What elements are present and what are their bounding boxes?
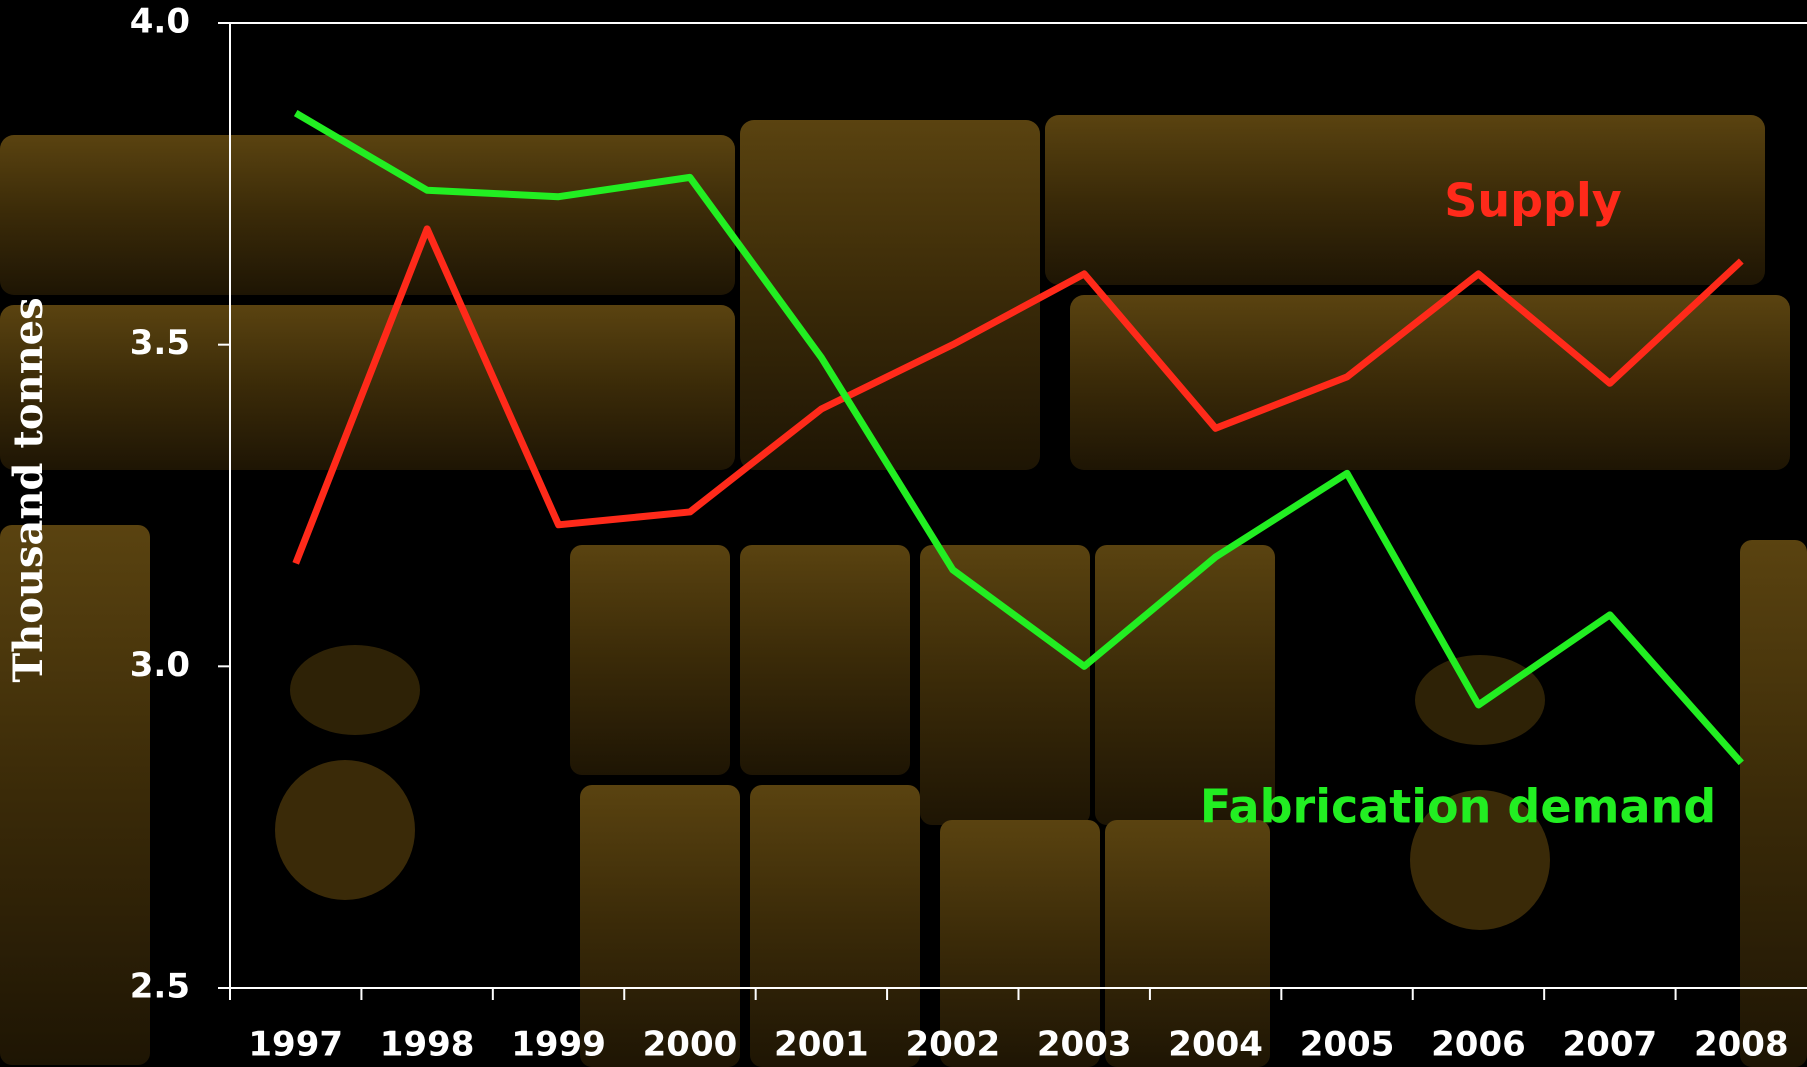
- y-tick-label: 4.0: [130, 2, 190, 42]
- x-tick-label: 2001: [774, 1025, 869, 1065]
- y-axis-label: Thousand tonnes: [5, 297, 52, 682]
- y-tick-label: 3.5: [130, 323, 190, 363]
- y-tick-label: 3.0: [130, 645, 190, 685]
- x-tick-label: 2002: [905, 1025, 1000, 1065]
- x-tick-label: 1999: [511, 1025, 606, 1065]
- y-tick-label: 2.5: [130, 967, 190, 1007]
- x-tick-label: 1997: [248, 1025, 343, 1065]
- x-tick-label: 2007: [1563, 1025, 1658, 1065]
- x-tick-label: 2000: [643, 1025, 738, 1065]
- x-tick-label: 2008: [1694, 1025, 1789, 1065]
- x-tick-label: 1998: [380, 1025, 475, 1065]
- x-tick-label: 2004: [1168, 1025, 1263, 1065]
- series-line: [293, 110, 1744, 766]
- x-tick-label: 2005: [1300, 1025, 1395, 1065]
- series-line: [292, 225, 1744, 565]
- series-label: Fabrication demand: [1200, 780, 1716, 834]
- x-tick-label: 2003: [1037, 1025, 1132, 1065]
- series-label: Supply: [1444, 174, 1622, 228]
- x-tick-label: 2006: [1431, 1025, 1526, 1065]
